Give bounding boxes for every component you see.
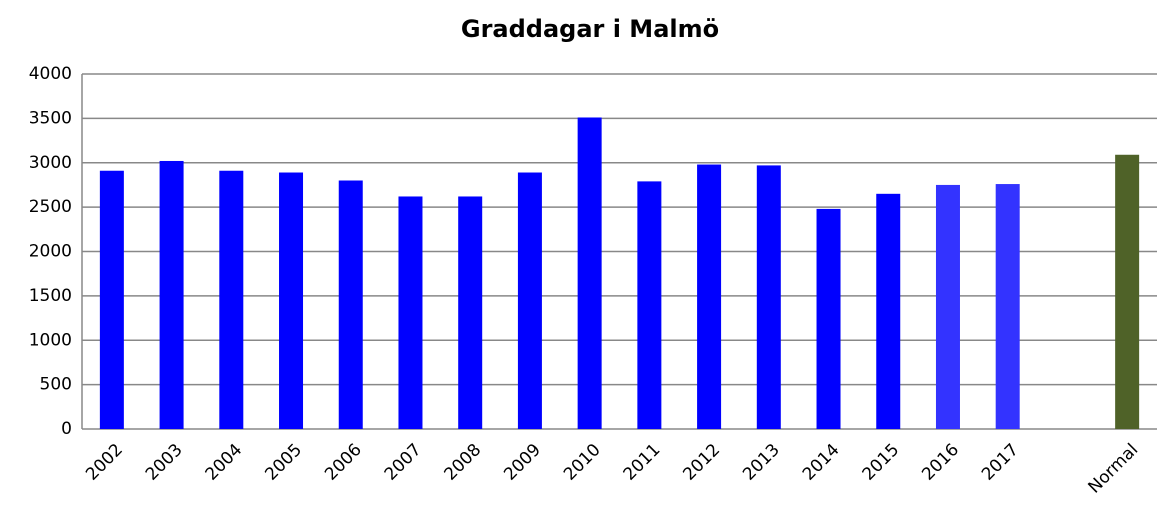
x-tick-label: 2004 bbox=[202, 440, 247, 485]
y-tick-label: 3000 bbox=[29, 153, 72, 173]
x-tick-label: 2009 bbox=[500, 440, 545, 485]
y-tick-label: 1500 bbox=[29, 286, 72, 306]
x-tick-label: 2015 bbox=[859, 440, 904, 485]
y-tick-label: 2000 bbox=[29, 242, 72, 262]
x-tick-label: Normal bbox=[1085, 440, 1143, 498]
bar bbox=[1115, 154, 1140, 429]
bar bbox=[338, 180, 363, 429]
y-tick-label: 0 bbox=[61, 419, 72, 439]
y-tick-label: 3500 bbox=[29, 108, 72, 128]
bar bbox=[935, 184, 960, 429]
bar bbox=[458, 196, 483, 429]
x-tick-label: 2008 bbox=[441, 440, 486, 485]
x-tick-label: 2005 bbox=[261, 440, 306, 485]
y-tick-label: 1000 bbox=[29, 330, 72, 350]
bar bbox=[697, 164, 722, 429]
x-tick-label: 2014 bbox=[799, 440, 844, 485]
y-tick-label: 500 bbox=[40, 375, 72, 395]
x-tick-label: 2006 bbox=[321, 440, 366, 485]
bar bbox=[279, 172, 304, 429]
x-tick-label: 2013 bbox=[739, 440, 784, 485]
x-tick-label: 2003 bbox=[142, 440, 187, 485]
x-tick-label: 2012 bbox=[679, 440, 724, 485]
x-tick-label: 2011 bbox=[620, 440, 665, 485]
x-tick-label: 2017 bbox=[978, 440, 1023, 485]
bar bbox=[876, 193, 901, 429]
bar bbox=[219, 170, 244, 430]
x-tick-label: 2010 bbox=[560, 440, 605, 485]
bar bbox=[577, 117, 602, 430]
bar bbox=[398, 196, 423, 429]
bar bbox=[756, 165, 781, 429]
bar bbox=[517, 172, 542, 429]
bar bbox=[637, 181, 662, 429]
chart-title: Graddagar i Malmö bbox=[461, 15, 719, 43]
bar bbox=[995, 184, 1020, 429]
bar bbox=[159, 160, 184, 429]
x-tick-label: 2007 bbox=[381, 440, 426, 485]
y-tick-label: 4000 bbox=[29, 64, 72, 84]
bar bbox=[816, 208, 841, 429]
x-tick-label: 2002 bbox=[82, 440, 127, 485]
bar bbox=[99, 170, 124, 430]
y-tick-label: 2500 bbox=[29, 197, 72, 217]
x-tick-label: 2016 bbox=[918, 440, 963, 485]
